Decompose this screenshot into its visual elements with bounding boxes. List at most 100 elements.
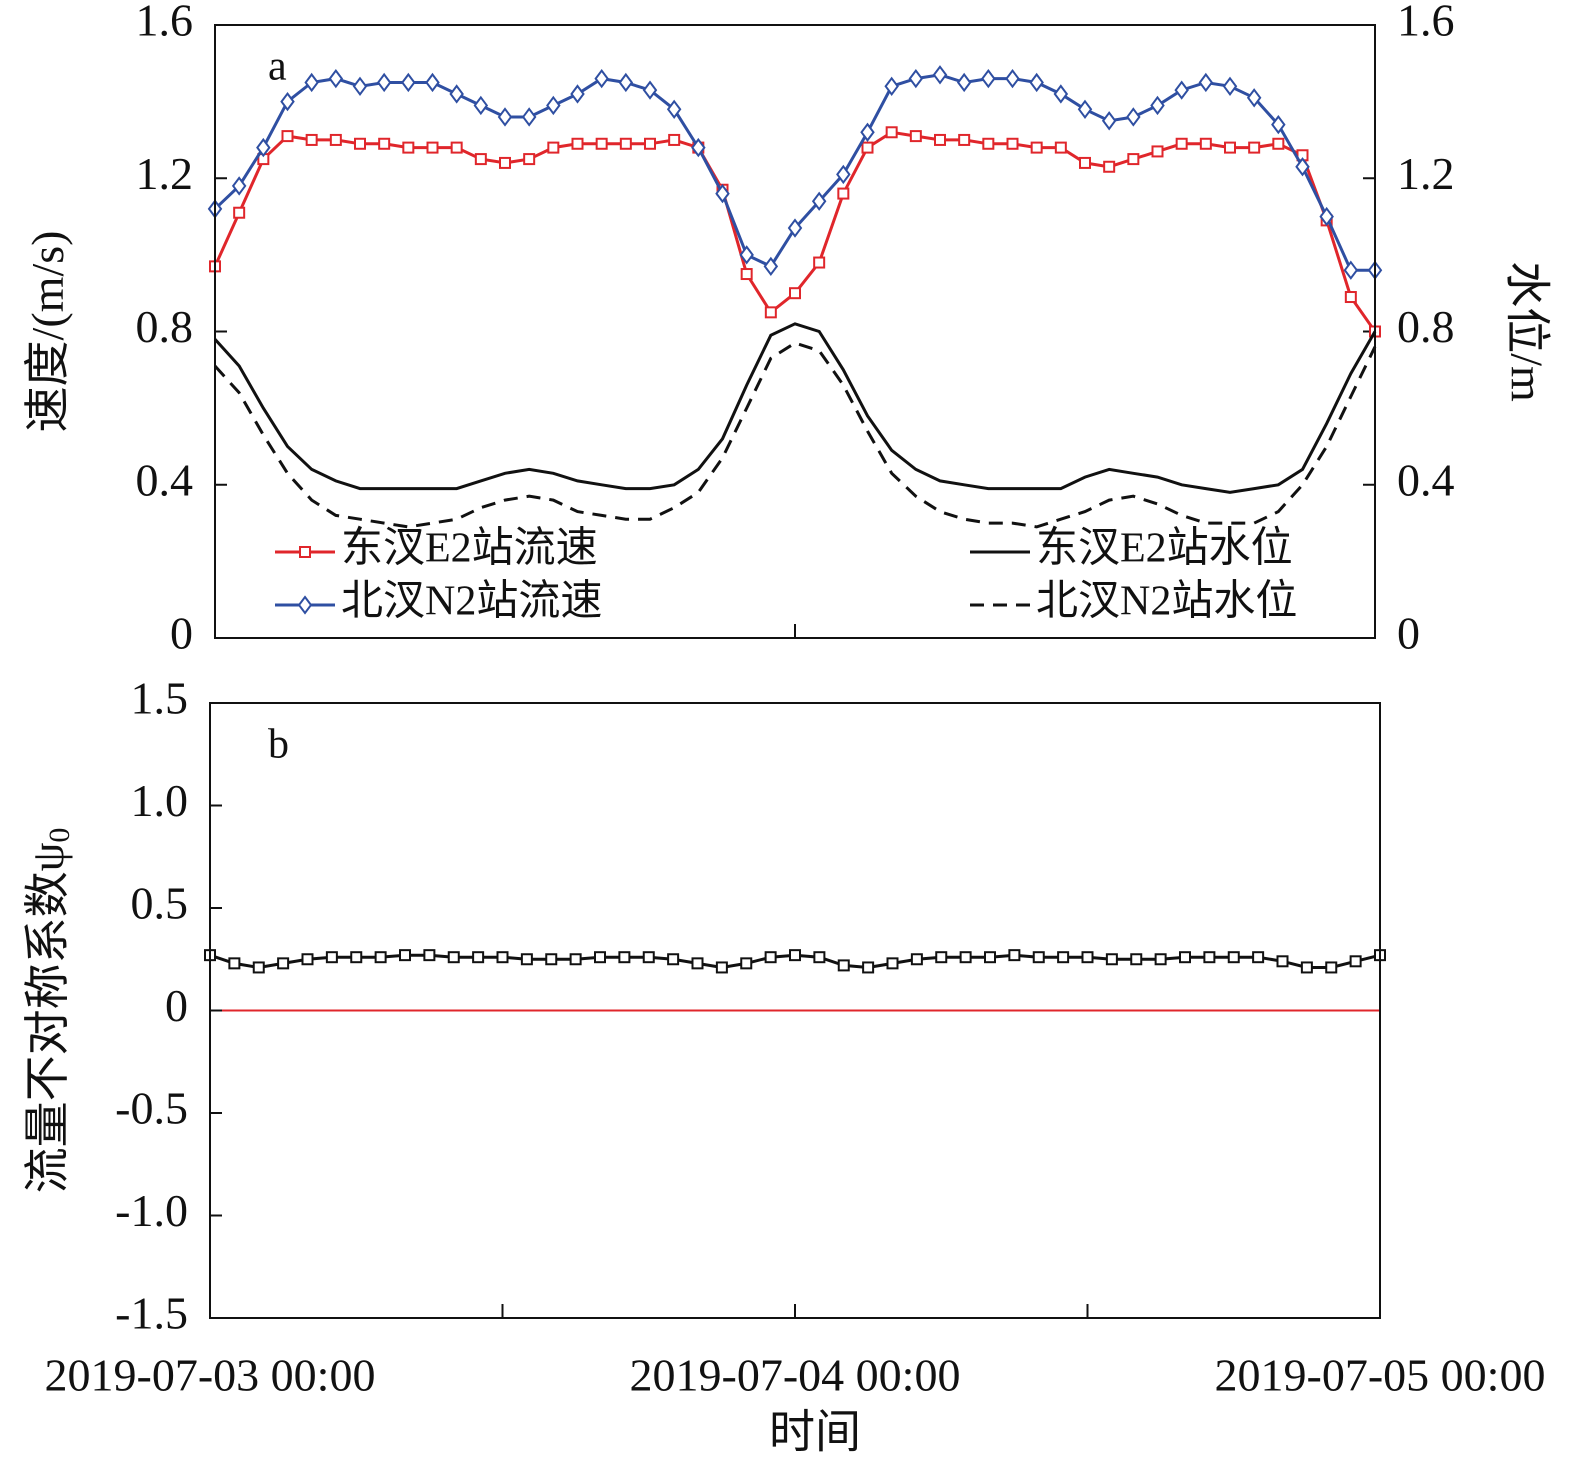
marker: [301, 953, 314, 966]
marker: [1319, 206, 1334, 227]
y-tick-label: -0.5: [115, 1083, 188, 1134]
marker: [595, 137, 608, 150]
marker: [450, 141, 463, 154]
marker: [521, 107, 537, 127]
marker: [571, 137, 584, 150]
marker: [231, 176, 247, 196]
marker: [1272, 137, 1285, 150]
marker: [547, 141, 560, 154]
marker: [764, 951, 777, 964]
marker: [252, 961, 265, 974]
y-tick-label: 1.6: [1397, 0, 1455, 46]
y-tick-label: 0.4: [136, 454, 194, 505]
marker: [328, 68, 344, 89]
x-tick-label: 2019-07-04 00:00: [630, 1350, 961, 1401]
marker: [1005, 68, 1020, 89]
panel: 0 0.4 0.8 1.2 1.6 0 0.4 0.8 1.2 1.6 a 速度/(m/s) 水位/m 东…: [22, 0, 1553, 659]
marker: [378, 137, 391, 150]
marker: [1175, 137, 1188, 150]
marker: [496, 951, 509, 964]
marker: [1127, 153, 1140, 166]
panel: -1.5 -1.0 -0.5 0 0.5 1.0 1.5 2019-07-03 00:00 20…: [22, 673, 1546, 1458]
marker: [691, 137, 706, 158]
y-tick-label: 0: [170, 608, 193, 659]
marker: [1077, 99, 1093, 119]
x-tick-label: 2019-07-05 00:00: [1215, 1350, 1546, 1401]
y-tick-label: 0.5: [131, 878, 189, 929]
marker: [837, 959, 850, 972]
marker: [813, 256, 826, 269]
marker: [1079, 156, 1091, 169]
marker: [1222, 76, 1238, 96]
y-tick-label: 0.4: [1397, 454, 1455, 505]
marker: [329, 133, 342, 146]
marker: [1151, 145, 1164, 158]
marker: [1227, 951, 1240, 964]
marker: [715, 183, 730, 204]
legend-marker: [297, 595, 313, 615]
marker: [233, 206, 246, 219]
marker: [376, 72, 392, 93]
marker: [1081, 951, 1094, 964]
marker: [836, 164, 851, 185]
marker: [1252, 951, 1265, 964]
y-tick-label: -1.5: [115, 1288, 188, 1339]
marker: [1300, 961, 1313, 974]
plot-frame: [214, 24, 1376, 639]
marker: [1126, 107, 1141, 127]
marker: [667, 953, 680, 966]
marker: [958, 133, 971, 146]
marker: [740, 957, 753, 970]
plot-frame: [209, 702, 1381, 1319]
marker: [425, 72, 440, 93]
marker: [1130, 953, 1143, 966]
marker: [280, 91, 295, 112]
marker: [473, 95, 489, 116]
y-tick-label: 0.8: [136, 301, 194, 352]
marker: [618, 72, 634, 93]
marker: [619, 137, 632, 150]
marker: [1349, 955, 1362, 968]
marker: [935, 951, 948, 964]
marker: [1101, 111, 1117, 131]
marker: [325, 951, 338, 964]
marker: [570, 84, 585, 104]
marker: [352, 76, 368, 96]
marker: [1248, 141, 1261, 154]
marker: [1105, 953, 1118, 966]
marker: [228, 957, 241, 970]
marker: [1198, 72, 1214, 93]
marker: [305, 133, 318, 146]
y-axis-label: 速度/(m/s): [22, 231, 73, 433]
marker: [1029, 72, 1044, 93]
marker: [982, 137, 995, 150]
marker: [1203, 951, 1216, 964]
marker: [642, 951, 655, 964]
marker: [715, 961, 728, 974]
marker: [1271, 114, 1286, 135]
marker: [860, 122, 875, 142]
legend-label: 东汊E2站水位: [1036, 525, 1293, 572]
marker: [499, 156, 511, 169]
marker: [813, 951, 826, 964]
series-line: [213, 73, 1375, 272]
marker: [1008, 949, 1021, 962]
y-tick-label: 0: [165, 980, 188, 1031]
y2-axis-label: 水位/m: [1501, 261, 1552, 402]
marker: [1057, 951, 1070, 964]
x-tick-label: 2019-07-03 00:00: [45, 1350, 376, 1401]
marker: [668, 133, 681, 146]
marker: [739, 245, 754, 265]
y-tick-label: 1.2: [136, 148, 194, 199]
y-axis-label: 流量不对称系数ψ0: [22, 828, 76, 1194]
legend-label: 北汊N2站水位: [1036, 578, 1297, 625]
y-tick-label: 1.6: [136, 0, 194, 46]
marker: [546, 95, 561, 116]
marker: [1343, 260, 1359, 280]
marker: [1224, 141, 1236, 154]
legend-label: 北汊N2站流速: [341, 579, 602, 625]
marker: [1053, 84, 1069, 104]
marker: [932, 65, 948, 85]
marker: [594, 68, 609, 89]
